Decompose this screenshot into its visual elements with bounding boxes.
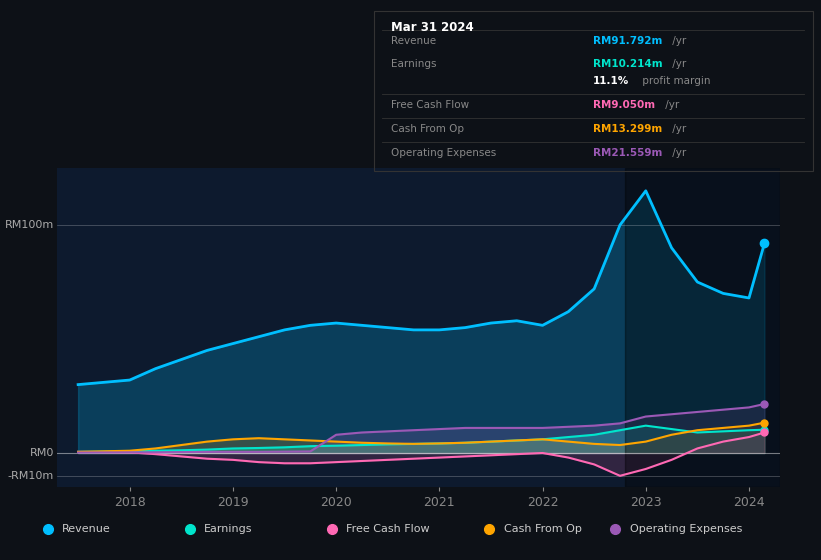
Text: Earnings: Earnings xyxy=(391,59,437,69)
Text: Revenue: Revenue xyxy=(391,36,436,46)
Text: Operating Expenses: Operating Expenses xyxy=(391,148,497,158)
Text: 11.1%: 11.1% xyxy=(594,76,630,86)
Text: RM10.214m: RM10.214m xyxy=(594,59,663,69)
Text: /yr: /yr xyxy=(669,36,686,46)
Text: Revenue: Revenue xyxy=(62,524,111,534)
Text: /yr: /yr xyxy=(669,148,686,158)
Text: RM91.792m: RM91.792m xyxy=(594,36,663,46)
Text: /yr: /yr xyxy=(662,100,679,110)
Text: Cash From Op: Cash From Op xyxy=(391,124,464,134)
Text: Cash From Op: Cash From Op xyxy=(503,524,581,534)
Text: Mar 31 2024: Mar 31 2024 xyxy=(391,21,474,34)
Text: Free Cash Flow: Free Cash Flow xyxy=(391,100,470,110)
Text: RM100m: RM100m xyxy=(5,220,54,230)
Text: RM0: RM0 xyxy=(30,448,54,458)
Text: -RM10m: -RM10m xyxy=(7,471,54,481)
Text: /yr: /yr xyxy=(669,59,686,69)
Text: RM21.559m: RM21.559m xyxy=(594,148,663,158)
Text: RM13.299m: RM13.299m xyxy=(594,124,663,134)
Text: profit margin: profit margin xyxy=(640,76,711,86)
Bar xyxy=(625,168,780,487)
Text: Earnings: Earnings xyxy=(204,524,253,534)
Text: Free Cash Flow: Free Cash Flow xyxy=(346,524,429,534)
Text: Operating Expenses: Operating Expenses xyxy=(630,524,742,534)
Text: RM9.050m: RM9.050m xyxy=(594,100,655,110)
Text: /yr: /yr xyxy=(669,124,686,134)
